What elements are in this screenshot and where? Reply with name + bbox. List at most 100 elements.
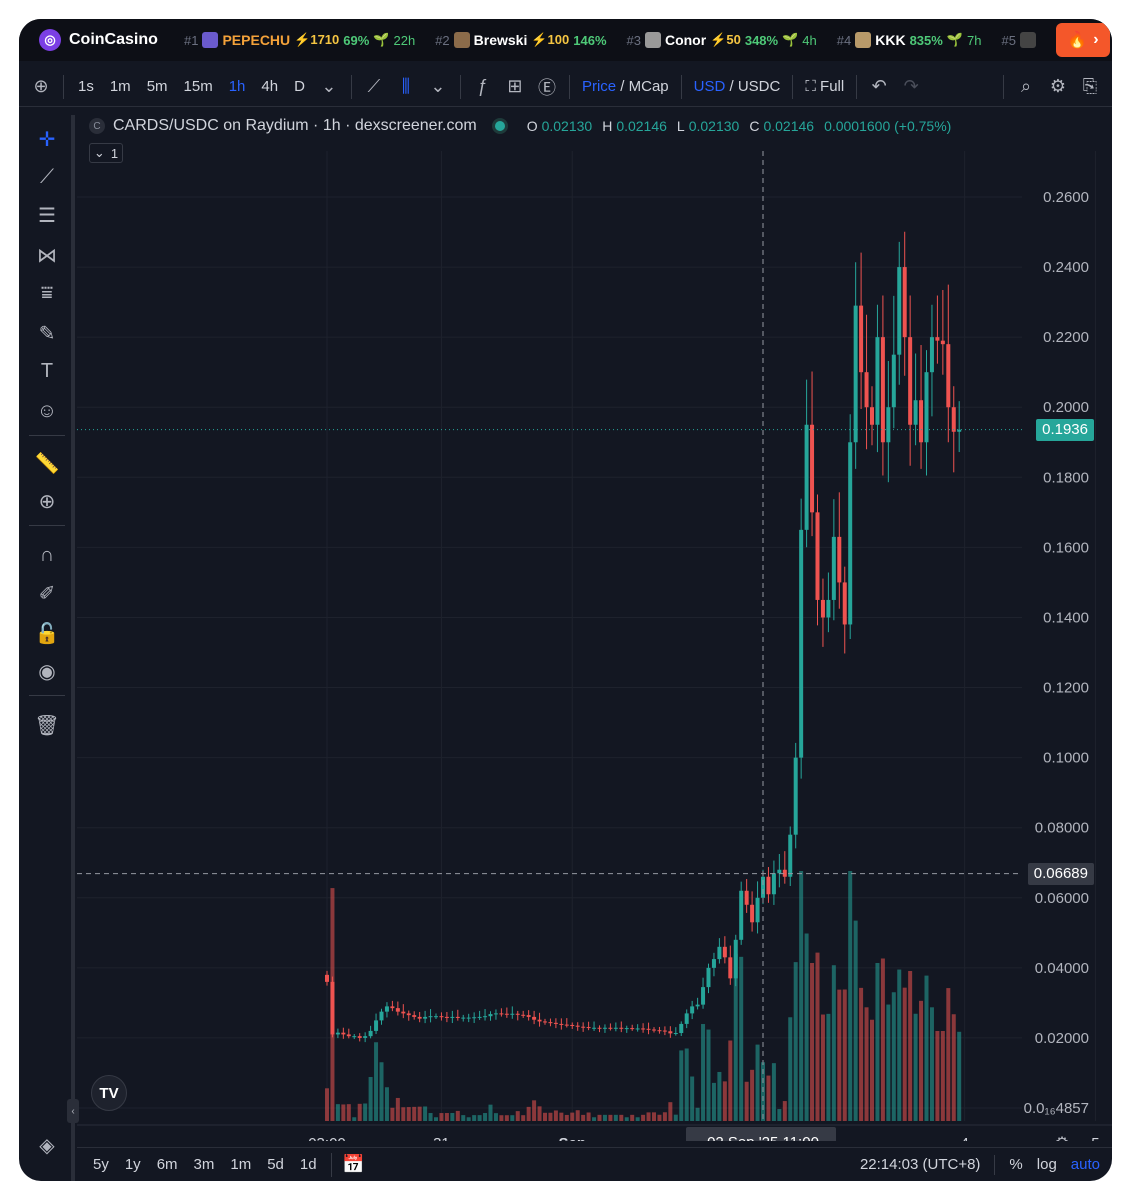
ticker-item[interactable]: #3 Conor ⚡50 348% 🌱 4h [627,32,817,48]
timeframe-1m[interactable]: 1m [109,78,131,95]
candle-body[interactable] [526,1015,531,1017]
candle-body[interactable] [679,1023,684,1034]
candle-body[interactable] [581,1026,586,1028]
ticker-item[interactable]: #4 KKK 835% 🌱 7h [837,32,981,48]
auto-toggle[interactable]: auto [1070,1156,1100,1173]
lock-drawing-icon[interactable]: ✐ [38,582,56,605]
candle-body[interactable] [379,1011,384,1021]
undo-icon[interactable]: ↶ [871,76,887,96]
price-mcap-toggle[interactable]: Price / MCap [581,78,669,95]
add-symbol-icon[interactable]: ⊕ [33,76,49,96]
candle-body[interactable] [913,400,918,425]
candle-body[interactable] [543,1021,547,1023]
candle-body[interactable] [739,890,744,940]
candle-body[interactable] [613,1027,618,1029]
candle-body[interactable] [815,512,820,600]
candle-body[interactable] [406,1013,411,1016]
layout-grid-icon[interactable]: ⊞ [507,76,523,96]
candle-body[interactable] [668,1031,673,1034]
candle-body[interactable] [810,424,815,513]
candle-body[interactable] [771,873,776,895]
zoom-in-icon[interactable]: ⊕ [38,490,56,513]
candle-body[interactable] [439,1016,444,1018]
candle-body[interactable] [444,1016,449,1018]
candle-body[interactable] [842,582,847,625]
trending-fire-button[interactable]: 🔥 › [1056,23,1110,57]
candle-body[interactable] [401,1011,406,1014]
candle-body[interactable] [575,1025,580,1027]
candle-body[interactable] [690,1006,695,1014]
candle-body[interactable] [483,1016,488,1018]
magnet-icon[interactable]: ∩ [39,543,55,566]
candle-body[interactable] [608,1027,613,1029]
timeframe-15m[interactable]: 15m [183,78,213,95]
candle-body[interactable] [635,1028,640,1030]
candle-body[interactable] [919,400,924,443]
candle-body[interactable] [902,267,907,338]
candle-body[interactable] [390,1006,395,1009]
candle-body[interactable] [624,1028,629,1030]
axis-settings-icon[interactable]: ⚙ [1055,1133,1069,1141]
candle-body[interactable] [515,1013,520,1015]
candle-body[interactable] [630,1028,635,1030]
candle-body[interactable] [368,1030,373,1037]
candle-body[interactable] [662,1030,667,1032]
ruler-icon[interactable]: 📏 [34,452,60,475]
eye-icon[interactable]: ◉ [38,660,56,683]
candle-body[interactable] [570,1024,575,1026]
candle-body[interactable] [450,1016,455,1018]
timeframe-5m[interactable]: 5m [146,78,168,95]
candle-body[interactable] [641,1028,646,1030]
candle-body[interactable] [586,1027,591,1029]
candle-body[interactable] [908,337,913,425]
brush-icon[interactable]: ✎ [38,322,56,345]
redo-icon[interactable]: ↷ [903,76,919,96]
range-1d[interactable]: 1d [299,1156,317,1173]
candle-body[interactable] [374,1020,379,1031]
candle-body[interactable] [477,1016,482,1018]
range-1m[interactable]: 1m [230,1156,252,1173]
percent-toggle[interactable]: % [1009,1156,1023,1173]
candle-body[interactable] [423,1016,428,1019]
ticker-item[interactable]: #1 PEPECHU ⚡1710 69% 🌱 22h [184,32,415,48]
candle-body[interactable] [384,1006,389,1012]
candle-body[interactable] [935,337,940,341]
brand[interactable]: ◎ CoinCasino [19,29,184,51]
text-icon[interactable]: T [40,359,54,382]
candle-body[interactable] [521,1014,526,1016]
candle-body[interactable] [711,959,716,968]
candle-body[interactable] [880,337,885,443]
tradingview-logo-icon[interactable]: TV [91,1075,127,1111]
candle-body[interactable] [701,987,706,1005]
candle-body[interactable] [597,1027,602,1029]
horizontal-lines-icon[interactable]: ☰ [38,204,56,227]
candle-body[interactable] [602,1027,607,1029]
candle-body[interactable] [766,876,771,895]
range-3m[interactable]: 3m [193,1156,215,1173]
candle-body[interactable] [335,1032,340,1035]
candle-body[interactable] [870,407,874,425]
candle-body[interactable] [346,1034,351,1037]
legend-collapse-button[interactable]: ⌄ 1 [89,143,123,163]
candle-body[interactable] [684,1013,689,1024]
candle-body[interactable] [826,599,831,618]
candle-body[interactable] [559,1023,564,1025]
candle-body[interactable] [488,1014,493,1017]
candle-body[interactable] [325,974,329,982]
candle-body[interactable] [434,1016,438,1018]
candle-body[interactable] [777,869,782,874]
chart-canvas[interactable]: 0.2600 0.2400 0.2200 0.2000 0.1800 0.1600 0.14… [77,111,1112,1141]
chevron-down-icon[interactable]: ⌄ [430,76,446,96]
quick-search-icon[interactable]: ⌕ [1020,76,1032,96]
candle-body[interactable] [564,1024,569,1026]
candle-body[interactable] [646,1028,651,1030]
candle-body[interactable] [859,305,864,373]
candle-body[interactable] [657,1030,662,1032]
candle-body[interactable] [537,1019,542,1022]
ticker-item[interactable]: #2 Brewski ⚡100 146% [435,32,607,48]
candle-body[interactable] [341,1032,346,1035]
trash-icon[interactable]: 🗑 [34,714,60,737]
line-chart-icon[interactable]: ⟋ [367,76,381,96]
range-6m[interactable]: 6m [156,1156,178,1173]
candle-body[interactable] [799,529,804,758]
